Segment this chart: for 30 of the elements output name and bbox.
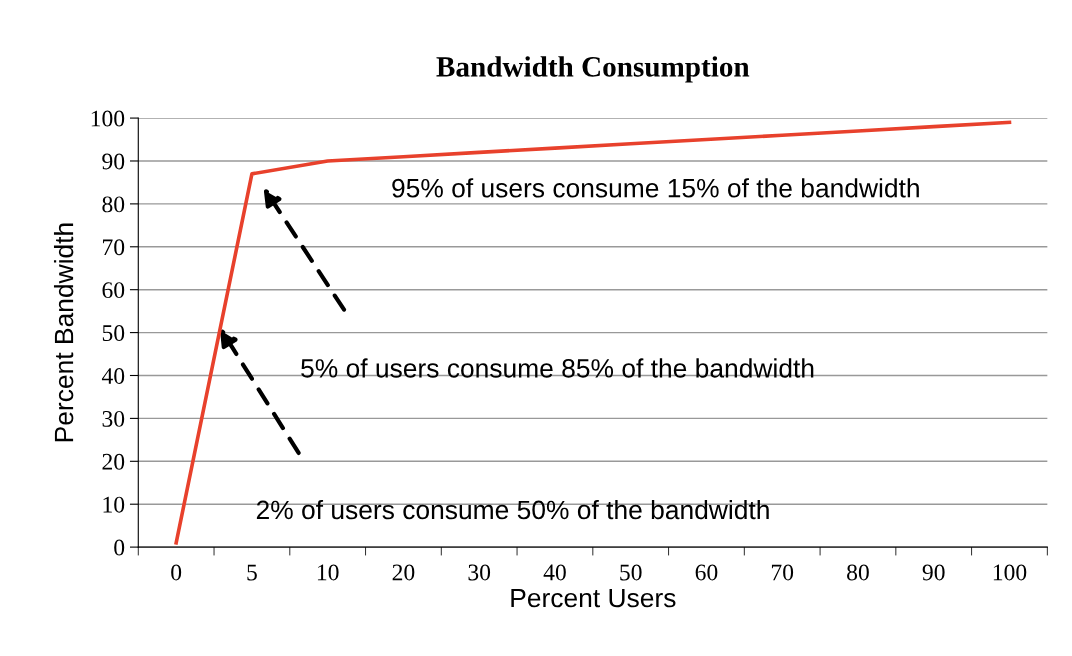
y-tick-label: 90 — [102, 153, 125, 170]
x-tick-label: 60 — [695, 564, 718, 581]
x-tick-label: 100 — [993, 564, 1027, 581]
x-tick-label: 80 — [847, 564, 869, 581]
chart-title: Bandwidth Consumption — [436, 56, 750, 83]
x-tick-label: 20 — [392, 564, 415, 581]
x-tick-label: 0 — [171, 564, 182, 581]
x-tick-label: 40 — [543, 564, 566, 581]
y-axis-title: Percent Bandwidth — [53, 223, 74, 442]
x-tick-label: 5 — [247, 564, 257, 581]
y-tick-label: 80 — [102, 196, 125, 213]
x-tick-label: 70 — [771, 564, 794, 581]
y-tick-label: 0 — [114, 539, 125, 556]
line-series — [174, 120, 1012, 545]
x-tick-label: 30 — [468, 564, 491, 581]
y-tick-label: 50 — [102, 325, 125, 342]
annotation: 2% of users consume 50% of the bandwidth — [256, 499, 769, 520]
x-tick-label: 50 — [620, 564, 642, 581]
annotation: 5% of users consume 85% of the bandwidth — [301, 358, 814, 378]
annotation: 95% of users consume 15% of the bandwidth — [392, 178, 919, 198]
y-tick-label: 40 — [101, 367, 125, 384]
x-tick-label: 90 — [922, 564, 945, 581]
y-tick-label: 70 — [103, 239, 125, 256]
y-tick-label: 60 — [102, 282, 125, 299]
x-axis-title: Percent Users — [511, 588, 676, 608]
y-tick-label: 10 — [103, 496, 125, 513]
y-tick-label: 30 — [102, 410, 125, 427]
y-tick-label: 100 — [91, 110, 125, 127]
x-tick-label: 10 — [317, 564, 339, 581]
y-tick-label: 20 — [102, 453, 125, 470]
